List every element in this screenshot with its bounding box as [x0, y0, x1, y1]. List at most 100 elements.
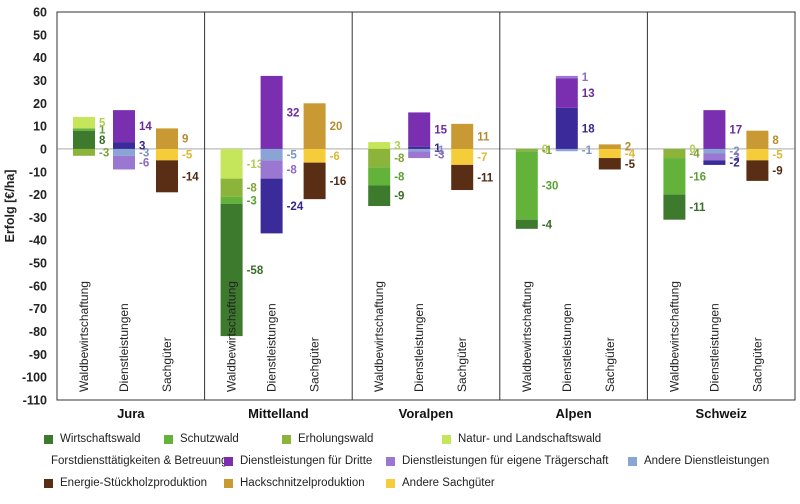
data-label: -2 — [729, 146, 739, 158]
legend-item-andere-dienstleistungen: Andere Dienstleistungen — [628, 455, 788, 467]
data-label: -16 — [689, 171, 706, 183]
legend-row: Wirtschaftswald Schutzwald Erholungswald Na… — [44, 428, 794, 450]
data-label: 3 — [139, 141, 145, 153]
bar-segment-erholungswald — [515, 148, 538, 152]
data-label: 0 — [689, 144, 695, 156]
legend-label: Forstdiensttätigkeiten & Betreuung — [51, 455, 228, 467]
data-label: 0 — [542, 144, 548, 156]
data-label: 18 — [582, 123, 595, 135]
data-label: -1 — [434, 145, 445, 157]
bar-segment-dienstleistungen-fuer-dritte — [555, 78, 578, 108]
bar-label-sachgueter: Sachgüter — [160, 337, 174, 392]
bar-segment-dienstleistungen-fuer-eigene-traegerschaft — [555, 75, 578, 79]
y-tick-label: -70 — [29, 302, 47, 316]
bar-segment-dienstleistungen-fuer-eigene-traegerschaft — [113, 155, 135, 170]
data-label: -5 — [625, 159, 636, 171]
y-tick-label: -80 — [29, 325, 47, 339]
y-tick-label: -110 — [23, 394, 47, 408]
bar-segment-hackschnitzelproduktion — [451, 123, 474, 149]
bar-segment-energie-stueckholzproduktion — [451, 164, 474, 191]
bar-segment-dienstleistungen-fuer-dritte — [113, 110, 135, 143]
bar-segment-andere-dienstleistungen — [408, 148, 431, 152]
bar-segment-natur-und-landschaftswald — [220, 148, 243, 179]
bar-segment-wirtschaftswald — [73, 130, 95, 149]
y-axis-title: Erfolg [€/ha] — [3, 170, 17, 243]
bar-label-dienstleistungen: Dienstleistungen — [412, 303, 426, 392]
data-label: 15 — [434, 125, 447, 137]
bar-segment-hackschnitzelproduktion — [156, 128, 178, 149]
legend-swatch — [386, 456, 395, 466]
bar-segment-andere-sachgueter — [598, 148, 621, 159]
bar-segment-dienstleistungen-fuer-eigene-traegerschaft — [260, 160, 283, 179]
stacked-bar-chart: Erfolg [€/ha]6050403020100-10-20-30-40-5… — [3, 6, 796, 421]
bar-segment-energie-stueckholzproduktion — [156, 160, 178, 193]
plot-frame — [56, 11, 796, 401]
bar-label-waldbewirtschaftung: Waldbewirtschaftung — [77, 281, 91, 392]
data-label: 13 — [582, 88, 595, 100]
bar-segment-andere-dienstleistungen — [260, 148, 283, 161]
y-tick-label: 20 — [33, 97, 47, 111]
bar-label-waldbewirtschaftung: Waldbewirtschaftung — [372, 281, 386, 392]
bar-segment-natur-und-landschaftswald — [368, 142, 391, 149]
bar-segment-hackschnitzelproduktion — [598, 144, 621, 149]
bar-segment-erholungswald — [220, 178, 243, 197]
bar-segment-erholungswald — [368, 148, 391, 168]
legend-label: Energie-Stückholzproduktion — [60, 477, 208, 489]
bar-segment-wirtschaftswald — [663, 194, 686, 220]
data-label: -58 — [247, 265, 264, 277]
data-label: -14 — [182, 171, 199, 183]
bar-segment-schutzwald — [515, 151, 538, 220]
legend-swatch — [224, 478, 233, 488]
data-label: 11 — [477, 131, 490, 143]
bar-segment-forstdiensttaetigkeiten-and-betreuung — [260, 178, 283, 234]
data-label: -3 — [434, 150, 444, 162]
bar-segment-natur-und-landschaftswald — [73, 116, 95, 129]
legend-item-dienstleistungen-fuer-dritte: Dienstleistungen für Dritte — [224, 455, 386, 467]
bar-label-sachgueter: Sachgüter — [603, 337, 617, 392]
legend-item-energie-stueckholzproduktion: Energie-Stückholzproduktion — [44, 477, 224, 489]
bar-label-dienstleistungen: Dienstleistungen — [117, 303, 131, 392]
bar-segment-energie-stueckholzproduktion — [598, 158, 621, 170]
bar-label-sachgueter: Sachgüter — [750, 337, 764, 392]
data-label: 8 — [772, 135, 779, 147]
legend-swatch — [628, 456, 637, 466]
y-tick-label: -50 — [29, 257, 47, 271]
legend-swatch — [224, 456, 233, 466]
bar-segment-wirtschaftswald — [220, 203, 243, 337]
data-label: 1 — [434, 143, 441, 155]
data-label: -24 — [287, 201, 304, 213]
legend-label: Dienstleistungen für Dritte — [240, 455, 373, 467]
legend-item-hackschnitzelproduktion: Hackschnitzelproduktion — [224, 477, 386, 489]
bar-segment-schutzwald — [73, 128, 95, 131]
group-label-alpen: Alpen — [556, 406, 592, 421]
data-label: -9 — [394, 191, 404, 203]
data-label: -3 — [99, 147, 109, 159]
data-label: -7 — [477, 152, 487, 164]
bar-segment-forstdiensttaetigkeiten-and-betreuung — [703, 160, 726, 165]
data-label: -8 — [247, 183, 258, 195]
bar-label-waldbewirtschaftung: Waldbewirtschaftung — [667, 281, 681, 392]
bar-segment-energie-stueckholzproduktion — [746, 160, 769, 181]
y-tick-label: 60 — [33, 6, 47, 20]
bar-label-dienstleistungen: Dienstleistungen — [265, 303, 279, 392]
data-label: -8 — [394, 171, 405, 183]
bar-label-dienstleistungen: Dienstleistungen — [560, 303, 574, 392]
y-tick-label: 10 — [33, 120, 47, 134]
legend-swatch — [386, 478, 395, 488]
bar-segment-forstdiensttaetigkeiten-and-betreuung — [555, 107, 578, 149]
data-label: -11 — [689, 202, 706, 214]
bar-segment-schutzwald — [663, 158, 686, 195]
bar-segment-schutzwald — [368, 167, 391, 186]
group-label-schweiz: Schweiz — [696, 406, 748, 421]
bar-segment-schutzwald — [220, 196, 243, 204]
data-label: -5 — [772, 150, 783, 162]
legend-swatch — [44, 478, 53, 488]
bar-label-sachgueter: Sachgüter — [308, 337, 322, 392]
bar-label-waldbewirtschaftung: Waldbewirtschaftung — [520, 281, 534, 392]
data-label: -6 — [139, 158, 149, 170]
data-label: -1 — [582, 145, 593, 157]
bar-segment-hackschnitzelproduktion — [746, 130, 769, 149]
data-label: -8 — [394, 153, 405, 165]
chart-legend: Wirtschaftswald Schutzwald Erholungswald Na… — [44, 428, 794, 494]
legend-item-forstdiensttaetigkeiten-and-betreuung: Forstdiensttätigkeiten & Betreuung — [44, 455, 228, 467]
